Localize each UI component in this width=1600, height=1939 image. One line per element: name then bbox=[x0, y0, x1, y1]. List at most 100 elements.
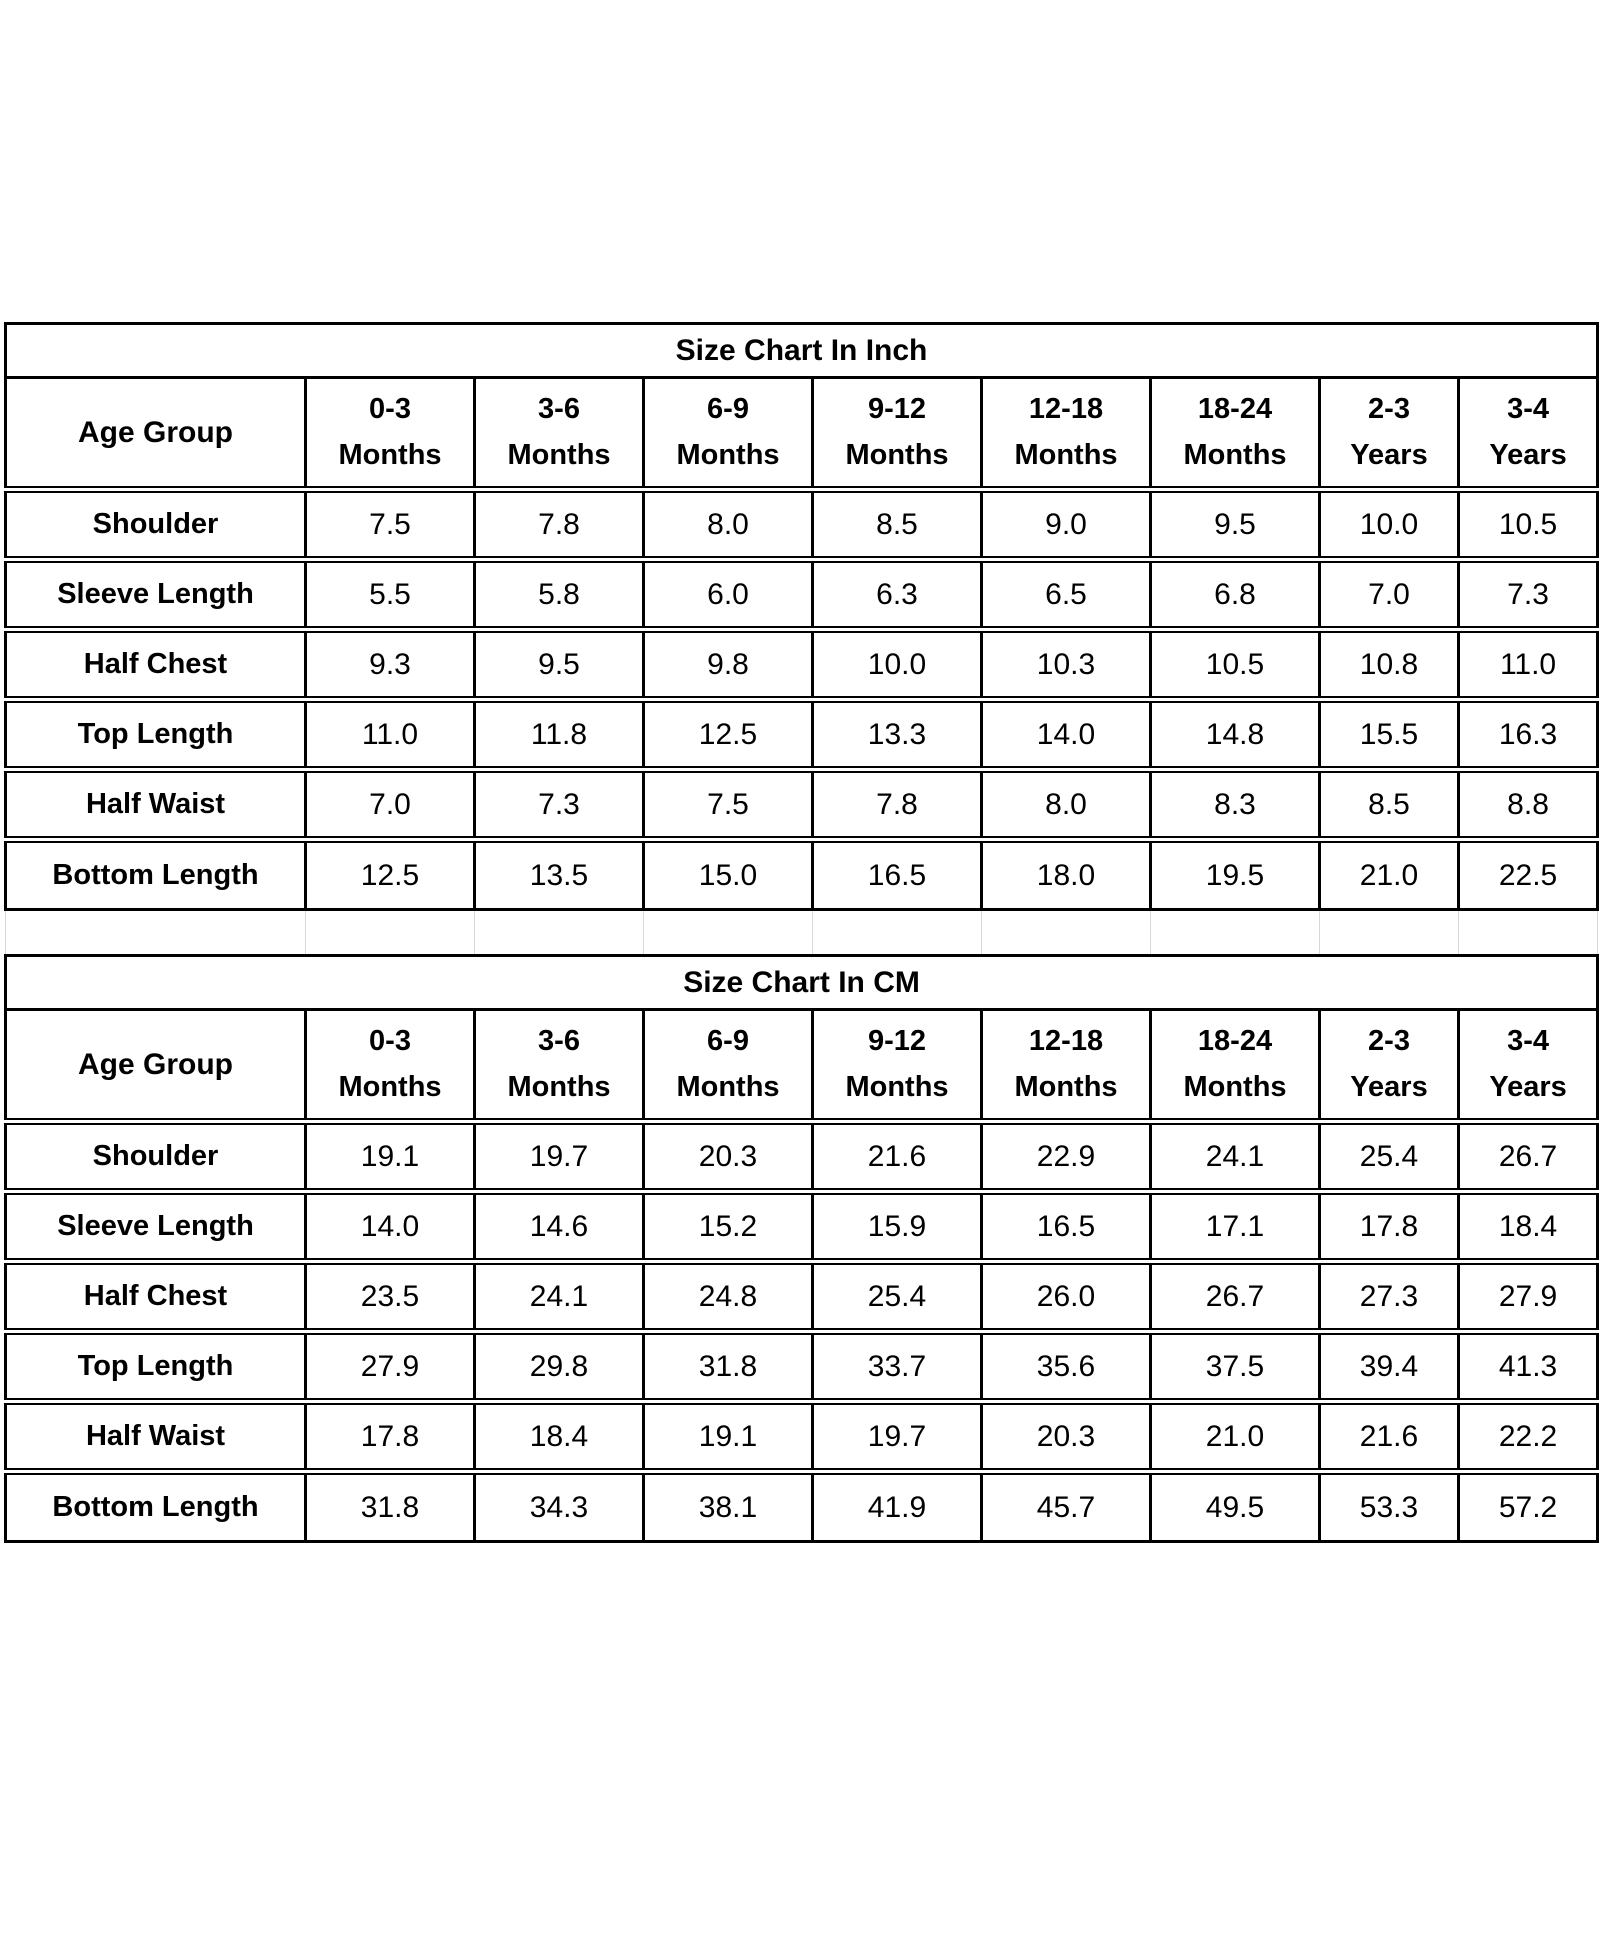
size-chart-table: Size Chart In Inch Age Group 0-3 Months 3-6 M… bbox=[3, 322, 1600, 1543]
table-row: Bottom Length 12.5 13.5 15.0 16.5 18.0 19.5 21.… bbox=[4, 836, 1600, 911]
table-cell: 21.0 bbox=[1318, 836, 1460, 911]
table-row: Top Length 11.0 11.8 12.5 13.3 14.0 14.8 15.5 16… bbox=[4, 696, 1600, 771]
table-row: Half Waist 17.8 18.4 19.1 19.7 20.3 21.0 21.6 22… bbox=[4, 1398, 1600, 1473]
table-row: Top Length 27.9 29.8 31.8 33.7 35.6 37.5 39.4 41… bbox=[4, 1328, 1600, 1403]
table-cell: 25.4 bbox=[1318, 1118, 1460, 1193]
table-cell: 19.1 bbox=[304, 1118, 476, 1193]
table-cell: 9.5 bbox=[1149, 486, 1321, 561]
column-header: 18-24 Months bbox=[1149, 376, 1321, 491]
table-header-row: Age Group 0-3 Months 3-6 Months 6-9 Months 9-12… bbox=[4, 1008, 1600, 1123]
table-cell: 41.3 bbox=[1456, 1328, 1600, 1403]
page: Size Chart In Inch Age Group 0-3 Months 3-6 M… bbox=[3, 322, 1600, 1543]
table-cell: 6.3 bbox=[811, 556, 983, 631]
table-cell: 24.1 bbox=[473, 1258, 645, 1333]
table-cell: 6.8 bbox=[1149, 556, 1321, 631]
table-row: Shoulder 7.5 7.8 8.0 8.5 9.0 9.5 10.0 10.5 bbox=[4, 486, 1600, 561]
table-cell: 8.5 bbox=[811, 486, 983, 561]
column-header-stack: 18-24 Months bbox=[1152, 380, 1318, 486]
column-header-range: 2-3 bbox=[1368, 1024, 1410, 1057]
table-cell: 14.6 bbox=[473, 1188, 645, 1263]
table-cell: 24.1 bbox=[1149, 1118, 1321, 1193]
spacer-cell bbox=[1150, 909, 1320, 956]
table-cell: 8.3 bbox=[1149, 766, 1321, 841]
table-cell: 9.5 bbox=[473, 626, 645, 701]
table-cell: 31.8 bbox=[304, 1468, 476, 1543]
column-header-range: 3-6 bbox=[538, 1024, 580, 1057]
column-header-range: 9-12 bbox=[867, 392, 927, 425]
table-cell: 10.5 bbox=[1149, 626, 1321, 701]
table-cell: 17.8 bbox=[1318, 1188, 1460, 1263]
table-cell: 27.3 bbox=[1318, 1258, 1460, 1333]
table-cell: 12.5 bbox=[304, 836, 476, 911]
table-cell: 19.7 bbox=[473, 1118, 645, 1193]
column-header-stack: 3-6 Months bbox=[476, 380, 642, 486]
column-header-stack: 6-9 Months bbox=[645, 380, 811, 486]
spacer-cell bbox=[1457, 909, 1599, 956]
column-header-stack: 2-3 Years bbox=[1321, 380, 1457, 486]
table-row: Half Chest 9.3 9.5 9.8 10.0 10.3 10.5 10.8 11.0 bbox=[4, 626, 1600, 701]
table-cell: 14.8 bbox=[1149, 696, 1321, 771]
column-header-unit: Months bbox=[1014, 1071, 1118, 1104]
column-header: 3-6 Months bbox=[473, 1008, 645, 1123]
column-header-stack: 12-18 Months bbox=[983, 380, 1149, 486]
table-cell: 33.7 bbox=[811, 1328, 983, 1403]
table-cell: 12.5 bbox=[642, 696, 814, 771]
table-cell: 15.2 bbox=[642, 1188, 814, 1263]
table-cell: 23.5 bbox=[304, 1258, 476, 1333]
table-cell: 9.3 bbox=[304, 626, 476, 701]
column-header-unit: Months bbox=[1183, 1071, 1287, 1104]
age-group-header: Age Group bbox=[4, 376, 307, 491]
row-label: Top Length bbox=[4, 1328, 307, 1403]
table-cell: 24.8 bbox=[642, 1258, 814, 1333]
table-cell: 17.8 bbox=[304, 1398, 476, 1473]
table-cell: 11.0 bbox=[304, 696, 476, 771]
table-row: Shoulder 19.1 19.7 20.3 21.6 22.9 24.1 25.4 26.7 bbox=[4, 1118, 1600, 1193]
column-header-unit: Years bbox=[1350, 1071, 1428, 1104]
table-cell: 8.5 bbox=[1318, 766, 1460, 841]
table-cell: 16.5 bbox=[980, 1188, 1152, 1263]
row-label: Sleeve Length bbox=[4, 1188, 307, 1263]
spacer-cell bbox=[305, 909, 475, 956]
table-cell: 8.8 bbox=[1456, 766, 1600, 841]
table-cell: 57.2 bbox=[1456, 1468, 1600, 1543]
column-header-range: 2-3 bbox=[1368, 392, 1410, 425]
table-cell: 53.3 bbox=[1318, 1468, 1460, 1543]
column-header: 9-12 Months bbox=[811, 1008, 983, 1123]
table-cell: 21.0 bbox=[1149, 1398, 1321, 1473]
table-cell: 49.5 bbox=[1149, 1468, 1321, 1543]
column-header-stack: 3-4 Years bbox=[1460, 380, 1596, 486]
column-header: 6-9 Months bbox=[642, 1008, 814, 1123]
table-cell: 13.5 bbox=[473, 836, 645, 911]
column-header: 12-18 Months bbox=[980, 1008, 1152, 1123]
column-header: 9-12 Months bbox=[811, 376, 983, 491]
table-cell: 22.5 bbox=[1456, 836, 1600, 911]
column-header-range: 3-4 bbox=[1507, 1024, 1549, 1057]
table-row: Sleeve Length 14.0 14.6 15.2 15.9 16.5 17.1 17.… bbox=[4, 1188, 1600, 1263]
table-title: Size Chart In CM bbox=[3, 954, 1600, 1011]
column-header-stack: 0-3 Months bbox=[307, 380, 473, 486]
column-header-unit: Months bbox=[1014, 439, 1118, 472]
table-cell: 22.2 bbox=[1456, 1398, 1600, 1473]
table-row: Bottom Length 31.8 34.3 38.1 41.9 45.7 49.5 53.… bbox=[4, 1468, 1600, 1543]
table-cell: 18.4 bbox=[1456, 1188, 1600, 1263]
column-header-range: 0-3 bbox=[369, 392, 411, 425]
table-cell: 9.8 bbox=[642, 626, 814, 701]
column-header-unit: Years bbox=[1489, 1071, 1567, 1104]
table-cell: 5.5 bbox=[304, 556, 476, 631]
table-cell: 38.1 bbox=[642, 1468, 814, 1543]
row-label: Bottom Length bbox=[4, 836, 307, 911]
table-cell: 8.0 bbox=[642, 486, 814, 561]
column-header-range: 3-6 bbox=[538, 392, 580, 425]
column-header-range: 12-18 bbox=[1028, 1024, 1104, 1057]
table-row: Half Waist 7.0 7.3 7.5 7.8 8.0 8.3 8.5 8.8 bbox=[4, 766, 1600, 841]
column-header-range: 9-12 bbox=[867, 1024, 927, 1057]
column-header: 3-6 Months bbox=[473, 376, 645, 491]
column-header: 0-3 Months bbox=[304, 376, 476, 491]
table-cell: 10.3 bbox=[980, 626, 1152, 701]
table-cell: 7.3 bbox=[1456, 556, 1600, 631]
table-cell: 10.5 bbox=[1456, 486, 1600, 561]
spacer-cell bbox=[812, 909, 982, 956]
table-cell: 11.0 bbox=[1456, 626, 1600, 701]
table-cell: 15.5 bbox=[1318, 696, 1460, 771]
column-header-stack: 9-12 Months bbox=[814, 380, 980, 486]
